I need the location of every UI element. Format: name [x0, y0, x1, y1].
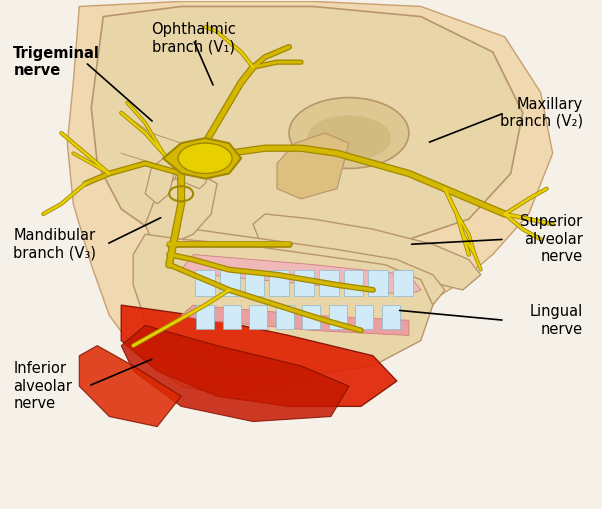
- Text: Superior
alveolar
nerve: Superior alveolar nerve: [520, 214, 583, 264]
- Polygon shape: [133, 234, 433, 376]
- Polygon shape: [67, 2, 553, 396]
- Polygon shape: [244, 270, 264, 296]
- Ellipse shape: [307, 116, 391, 161]
- Polygon shape: [145, 174, 217, 244]
- Polygon shape: [329, 305, 347, 329]
- Polygon shape: [294, 270, 314, 296]
- Polygon shape: [169, 229, 445, 320]
- Text: Inferior
alveolar
nerve: Inferior alveolar nerve: [13, 361, 72, 411]
- Polygon shape: [382, 305, 400, 329]
- Polygon shape: [181, 305, 409, 335]
- Polygon shape: [269, 270, 289, 296]
- Polygon shape: [175, 148, 211, 189]
- Polygon shape: [277, 133, 349, 199]
- Polygon shape: [121, 325, 349, 421]
- Polygon shape: [145, 158, 175, 204]
- Polygon shape: [79, 346, 181, 427]
- Text: Maxillary
branch (V₂): Maxillary branch (V₂): [500, 97, 583, 129]
- Polygon shape: [319, 270, 338, 296]
- Text: Trigeminal
nerve: Trigeminal nerve: [13, 46, 101, 78]
- Polygon shape: [195, 270, 215, 296]
- Polygon shape: [355, 305, 373, 329]
- Polygon shape: [249, 305, 267, 329]
- Polygon shape: [344, 270, 364, 296]
- Polygon shape: [368, 270, 388, 296]
- Polygon shape: [181, 254, 421, 295]
- Polygon shape: [121, 305, 397, 406]
- Text: Lingual
nerve: Lingual nerve: [529, 304, 583, 336]
- Polygon shape: [253, 214, 481, 290]
- Ellipse shape: [289, 98, 409, 168]
- Polygon shape: [276, 305, 294, 329]
- Text: Mandibular
branch (V₃): Mandibular branch (V₃): [13, 228, 96, 261]
- Polygon shape: [220, 270, 240, 296]
- Polygon shape: [223, 305, 241, 329]
- Polygon shape: [302, 305, 320, 329]
- Polygon shape: [393, 270, 413, 296]
- Polygon shape: [163, 138, 241, 179]
- Polygon shape: [92, 7, 523, 260]
- Ellipse shape: [178, 143, 232, 174]
- Polygon shape: [196, 305, 214, 329]
- Text: Ophthalmic
branch (V₁): Ophthalmic branch (V₁): [150, 22, 235, 54]
